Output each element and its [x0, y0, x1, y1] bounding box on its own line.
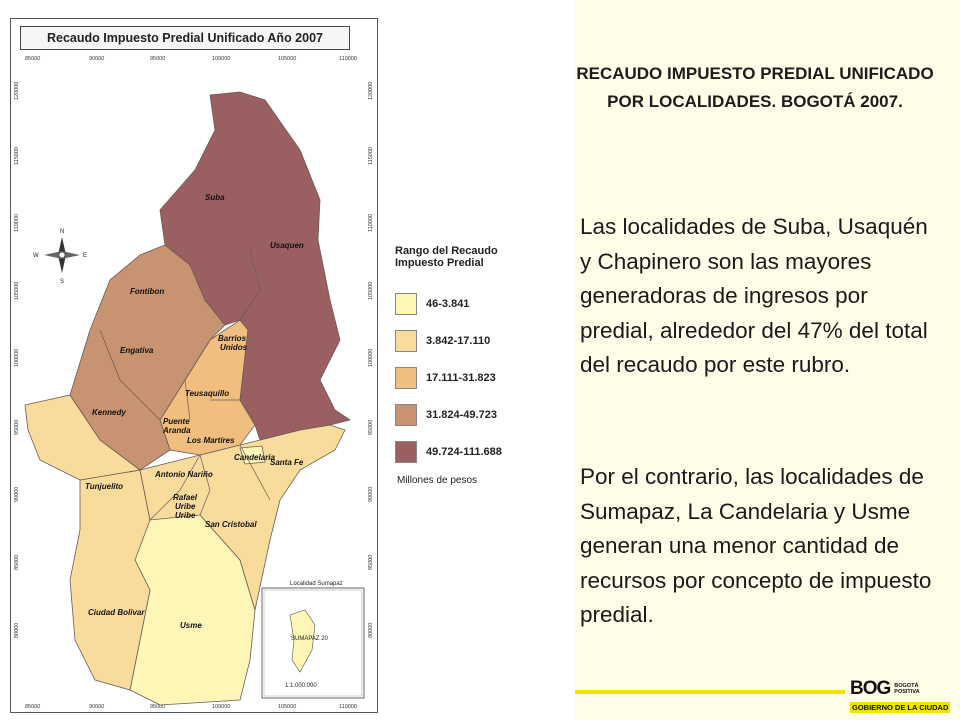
x-tick-label: 85000 — [25, 704, 40, 710]
svg-text:E: E — [83, 253, 87, 259]
label-ciudad-bolivar: Ciudad Bolivar — [88, 608, 145, 617]
legend-unit: Millones de pesos — [397, 475, 478, 486]
x-tick-label: 85000 — [25, 56, 40, 62]
x-tick-label: 90000 — [89, 704, 104, 710]
label-santa-fe: Santa Fe — [270, 458, 304, 467]
legend-item-3: 17.111-31.823 — [395, 364, 496, 392]
y-tick-label: 100000 — [368, 349, 374, 367]
map-title: Recaudo Impuesto Predial Unificado Año 2… — [47, 31, 323, 45]
y-tick-label: 115000 — [368, 147, 374, 165]
x-tick-label: 95000 — [150, 56, 165, 62]
x-tick-label: 105000 — [278, 56, 296, 62]
x-tick-label: 105000 — [278, 704, 296, 710]
legend-item-4: 31.824-49.723 — [395, 401, 497, 429]
boundary-lines — [99, 249, 271, 521]
y-tick-label: 110000 — [368, 214, 374, 232]
logo-tagline: BOGOTÁ POSITIVA — [894, 683, 920, 695]
label-rafael: Rafael — [173, 493, 198, 502]
y-tick-label: 95000 — [14, 420, 20, 435]
svg-text:S: S — [60, 279, 64, 285]
label-usme: Usme — [180, 621, 202, 630]
bogota-positiva-logo: BOG BOGOTÁ POSITIVA GOBIERNO DE LA CIUDA… — [848, 676, 956, 716]
x-tick-label: 100000 — [212, 56, 230, 62]
legend-swatch-3 — [395, 367, 417, 389]
y-tick-label: 80000 — [14, 623, 20, 638]
y-tick-label: 105000 — [368, 282, 374, 300]
legend-item-1: 46-3.841 — [395, 290, 469, 318]
inset-label: SUMAPAZ 20 — [291, 636, 329, 642]
x-tick-label: 110000 — [339, 56, 357, 62]
label-puente: Puente — [163, 417, 190, 426]
legend-item-5: 49.724-111.688 — [395, 438, 502, 466]
text-panel: RECAUDO IMPUESTO PREDIAL UNIFICADO POR L… — [575, 0, 960, 720]
map-panel: 85000 85000 90000 90000 95000 95000 100000 1000… — [0, 0, 392, 720]
label-suba: Suba — [205, 193, 225, 202]
label-usaquen: Usaquen — [270, 241, 304, 250]
legend: Rango del Recaudo Impuesto Predial 46-3.… — [395, 245, 570, 495]
legend-label-3: 17.111-31.823 — [426, 372, 496, 384]
label-aranda: Aranda — [162, 426, 191, 435]
label-engativa: Engativa — [120, 346, 154, 355]
map-canvas: 85000 85000 90000 90000 95000 95000 100000 1000… — [14, 56, 374, 710]
map-y-ticks: 120000 120000 115000 115000 110000 110000 1050… — [14, 82, 374, 638]
logo-mark: BOG — [850, 678, 891, 699]
y-tick-label: 85000 — [14, 555, 20, 570]
locality-candelaria — [239, 445, 266, 465]
legend-label-2: 3.842-17.110 — [426, 335, 491, 347]
logo-subtitle: GOBIERNO DE LA CIUDAD — [850, 702, 951, 713]
map-title-box: Recaudo Impuesto Predial Unificado Año 2… — [20, 26, 350, 50]
legend-swatch-1 — [395, 293, 417, 315]
label-tunjuelito: Tunjuelito — [85, 482, 123, 491]
y-tick-label: 120000 — [14, 82, 20, 100]
x-tick-label: 95000 — [150, 704, 165, 710]
label-san-cristobal: San Cristobal — [205, 520, 257, 529]
label-fontibon: Fontibon — [130, 287, 164, 296]
y-tick-label: 105000 — [14, 282, 20, 300]
y-tick-label: 90000 — [14, 487, 20, 502]
legend-label-4: 31.824-49.723 — [426, 409, 497, 421]
slide-heading: RECAUDO IMPUESTO PREDIAL UNIFICADO POR L… — [576, 64, 934, 111]
y-tick-label: 90000 — [368, 487, 374, 502]
legend-title: Rango del Recaudo Impuesto Predial — [395, 245, 498, 269]
inset-sumapaz: Localidad Sumapaz SUMAPAZ 20 1:1.000.000 — [261, 581, 365, 699]
y-tick-label: 85000 — [368, 555, 374, 570]
y-tick-label: 80000 — [368, 623, 374, 638]
label-kennedy: Kennedy — [92, 408, 126, 417]
legend-label-1: 46-3.841 — [426, 298, 470, 310]
locality-class-5 — [159, 91, 351, 441]
map-x-ticks: 85000 85000 90000 90000 95000 95000 100000 1000… — [25, 56, 357, 710]
inset-title: Localidad Sumapaz — [290, 581, 343, 587]
paragraph-1: Las localidades de Suba, Usaquén y Chapi… — [580, 214, 928, 377]
legend-swatch-5 — [395, 441, 417, 463]
label-candelaria: Candelaria — [234, 453, 275, 462]
scale-label: 1:1.000.000 — [285, 683, 317, 689]
y-tick-label: 110000 — [14, 214, 20, 232]
compass-icon: N S E W — [33, 229, 87, 285]
y-tick-label: 95000 — [368, 420, 374, 435]
label-los-martires: Los Martires — [187, 436, 235, 445]
y-tick-label: 120000 — [368, 82, 374, 100]
legend-label-5: 49.724-111.688 — [426, 446, 502, 458]
label-unidos: Unidos — [220, 343, 248, 352]
label-uribe-1: Uribe — [175, 502, 196, 511]
label-antonio-narino: Antonio Nariño — [154, 470, 213, 479]
svg-text:W: W — [33, 253, 39, 259]
svg-text:N: N — [60, 229, 64, 235]
label-teusaquillo: Teusaquillo — [185, 389, 229, 398]
x-tick-label: 90000 — [89, 56, 104, 62]
y-tick-label: 115000 — [14, 147, 20, 165]
y-tick-label: 100000 — [14, 349, 20, 367]
legend-item-2: 3.842-17.110 — [395, 327, 490, 355]
x-tick-label: 100000 — [212, 704, 230, 710]
label-uribe-2: Uribe — [175, 511, 196, 520]
paragraph-2: Por el contrario, las localidades de Sum… — [580, 464, 932, 627]
legend-swatch-2 — [395, 330, 417, 352]
footer-line — [575, 690, 845, 694]
x-tick-label: 110000 — [339, 704, 357, 710]
label-barrios: Barrios — [218, 334, 247, 343]
legend-swatch-4 — [395, 404, 417, 426]
